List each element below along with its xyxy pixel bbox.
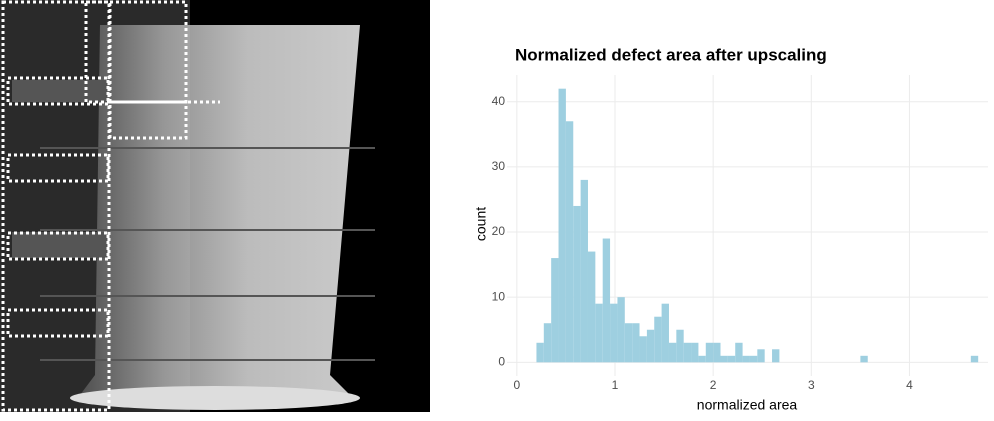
- bar: [580, 179, 588, 363]
- bar: [705, 342, 714, 363]
- y-tick-label: 30: [492, 159, 506, 173]
- x-tick-label: 2: [710, 378, 717, 392]
- highlight: [12, 80, 107, 102]
- bar: [691, 342, 699, 363]
- dotted-regions: [1, 0, 220, 412]
- bar: [595, 303, 603, 363]
- bar: [543, 323, 552, 363]
- bar: [639, 336, 647, 363]
- image-lines: [40, 147, 375, 361]
- bar: [558, 88, 566, 363]
- bar: [617, 297, 625, 363]
- bar: [587, 251, 596, 363]
- bar: [683, 342, 692, 363]
- bar: [624, 323, 633, 363]
- xray-image: [0, 0, 430, 412]
- y-tick-label: 0: [498, 354, 505, 368]
- bar: [632, 323, 640, 363]
- bar: [772, 349, 780, 363]
- x-axis-label: normalized area: [697, 397, 798, 413]
- x-tick-label: 3: [808, 378, 815, 392]
- bar: [602, 238, 611, 363]
- bar: [860, 355, 868, 363]
- y-tick-label: 10: [492, 289, 506, 303]
- cup: [80, 25, 360, 395]
- bar: [646, 329, 655, 363]
- bar: [551, 258, 559, 363]
- x-tick-label: 0: [513, 378, 520, 392]
- bar: [676, 329, 684, 363]
- bar: [654, 316, 662, 363]
- y-tick-label: 20: [492, 224, 506, 238]
- bar: [610, 303, 618, 363]
- bar: [742, 355, 750, 363]
- cup-base: [70, 386, 360, 410]
- bar: [713, 342, 721, 363]
- chart-title: Normalized defect area after upscaling: [515, 45, 827, 64]
- bar: [720, 355, 728, 363]
- bar: [661, 303, 669, 363]
- x-tick-label: 4: [906, 378, 913, 392]
- bar: [668, 342, 677, 363]
- bar: [536, 342, 544, 363]
- bar: [565, 121, 574, 363]
- highlight: [12, 232, 107, 258]
- x-tick-label: 1: [612, 378, 619, 392]
- bar: [735, 342, 743, 363]
- bar: [757, 349, 765, 363]
- bar: [698, 355, 706, 363]
- y-axis-label: count: [473, 207, 489, 241]
- bar: [573, 205, 581, 363]
- y-tick-label: 40: [492, 94, 506, 108]
- bar: [749, 355, 758, 363]
- bar: [727, 355, 736, 363]
- bar: [970, 355, 979, 363]
